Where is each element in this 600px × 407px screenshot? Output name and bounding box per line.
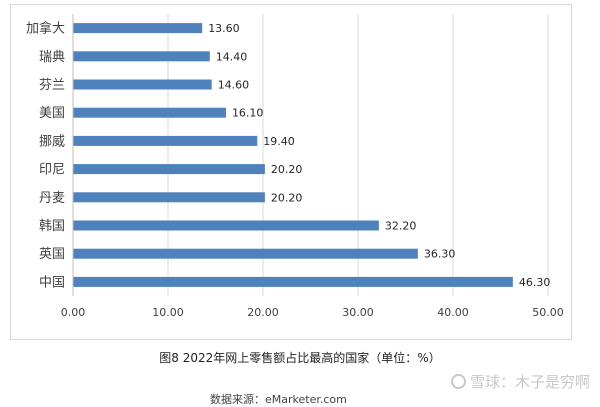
data-label: 20.20 <box>271 191 303 204</box>
bar <box>73 164 265 175</box>
x-tick-label: 50.00 <box>532 306 564 319</box>
bar <box>73 192 265 203</box>
data-label: 36.30 <box>424 248 456 261</box>
bar-chart: 0.00 10.00 20.00 30.00 40.00 50.00 加拿大 13.60 瑞典 1… <box>26 14 564 319</box>
category-label: 印尼 <box>39 163 65 178</box>
chart-caption: 图8 2022年网上零售额占比最高的国家（单位：%） <box>159 351 441 365</box>
data-label: 14.60 <box>218 79 250 92</box>
watermark-text: 雪球：木子是穷啊 <box>469 373 590 391</box>
bar <box>73 79 212 90</box>
bar <box>73 276 513 287</box>
category-label: 中国 <box>39 275 65 290</box>
x-tick-label: 20.00 <box>247 306 279 319</box>
data-label: 16.10 <box>232 107 264 120</box>
data-label: 13.60 <box>208 22 240 35</box>
data-label: 32.20 <box>385 220 417 233</box>
data-label: 19.40 <box>263 135 295 148</box>
category-label: 挪威 <box>39 134 65 149</box>
category-label: 美国 <box>39 106 65 121</box>
snowball-logo-icon <box>450 374 466 389</box>
category-label: 英国 <box>39 247 65 262</box>
x-tick-label: 10.00 <box>152 306 184 319</box>
x-tick-label: 0.00 <box>61 306 86 319</box>
bar <box>73 23 203 34</box>
data-source: 数据来源：eMarketer.com <box>210 393 347 406</box>
category-label: 瑞典 <box>39 50 65 65</box>
x-tick-label: 40.00 <box>437 306 469 319</box>
data-label: 46.30 <box>519 276 551 289</box>
x-tick-label: 30.00 <box>342 306 374 319</box>
category-label: 芬兰 <box>39 78 65 93</box>
bar <box>73 135 258 146</box>
data-label: 14.40 <box>216 50 248 63</box>
watermark: 雪球：木子是穷啊 <box>450 371 590 392</box>
bar <box>73 220 379 231</box>
bar <box>73 107 226 118</box>
data-label: 20.20 <box>271 163 303 176</box>
category-label: 韩国 <box>39 219 65 234</box>
category-label: 加拿大 <box>26 21 65 37</box>
bar <box>73 51 210 62</box>
category-label: 丹麦 <box>39 191 65 206</box>
bar <box>73 248 418 259</box>
